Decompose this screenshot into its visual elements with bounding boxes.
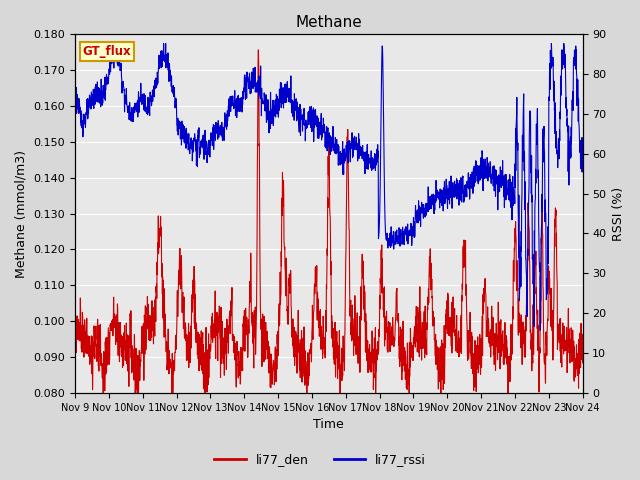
Y-axis label: Methane (mmol/m3): Methane (mmol/m3): [15, 150, 28, 277]
X-axis label: Time: Time: [314, 419, 344, 432]
Legend: li77_den, li77_rssi: li77_den, li77_rssi: [209, 448, 431, 471]
Y-axis label: RSSI (%): RSSI (%): [612, 186, 625, 240]
Text: GT_flux: GT_flux: [83, 45, 131, 58]
Title: Methane: Methane: [296, 15, 362, 30]
